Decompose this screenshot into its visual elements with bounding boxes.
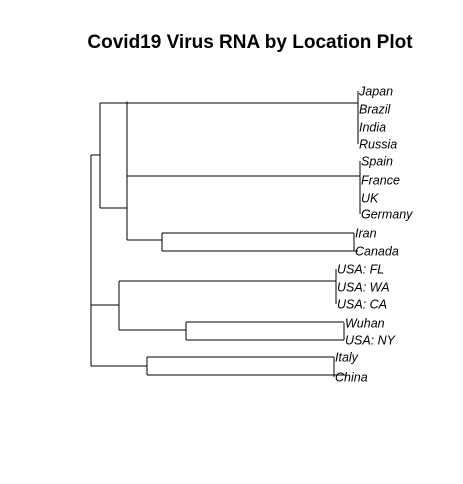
leaf-label: Canada bbox=[355, 245, 399, 259]
dendrogram-edges bbox=[90, 91, 361, 377]
leaf-label: USA: CA bbox=[337, 298, 387, 312]
leaf-label: Russia bbox=[359, 138, 397, 152]
leaf-label: Iran bbox=[355, 227, 377, 241]
leaf-label: Brazil bbox=[359, 103, 391, 117]
leaf-label: USA: WA bbox=[337, 281, 390, 295]
leaf-label: Germany bbox=[361, 208, 413, 222]
leaf-label: UK bbox=[361, 192, 379, 206]
leaf-labels: Japan Brazil India Russia Spain France UK Germa… bbox=[335, 85, 413, 385]
leaf-label: France bbox=[361, 174, 400, 188]
figure-title: Covid19 Virus RNA by Location Plot bbox=[87, 32, 413, 53]
leaf-label: Italy bbox=[335, 351, 359, 365]
leaf-label: Wuhan bbox=[345, 317, 385, 331]
leaf-label: Spain bbox=[361, 155, 393, 169]
leaf-label: USA: FL bbox=[337, 263, 384, 277]
leaf-label: India bbox=[359, 121, 386, 135]
leaf-label: China bbox=[335, 371, 368, 385]
leaf-label: Japan bbox=[358, 85, 393, 99]
leaf-label: USA: NY bbox=[345, 334, 397, 348]
